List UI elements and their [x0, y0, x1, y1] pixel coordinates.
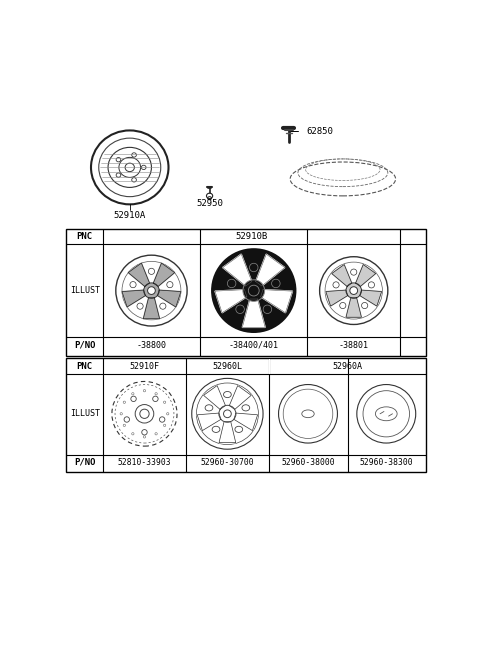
- Polygon shape: [234, 413, 258, 430]
- Ellipse shape: [368, 282, 374, 288]
- Ellipse shape: [148, 268, 155, 275]
- Polygon shape: [242, 299, 265, 327]
- Polygon shape: [215, 290, 247, 313]
- Text: PNC: PNC: [77, 361, 93, 371]
- Ellipse shape: [167, 282, 173, 288]
- Text: 52910A: 52910A: [114, 211, 146, 219]
- Ellipse shape: [263, 305, 272, 313]
- Polygon shape: [360, 290, 382, 306]
- Text: 52910F: 52910F: [130, 361, 159, 371]
- Polygon shape: [197, 413, 221, 430]
- Text: 52910B: 52910B: [236, 232, 268, 241]
- Text: 52810-33903: 52810-33903: [118, 458, 171, 467]
- Ellipse shape: [212, 249, 296, 332]
- Ellipse shape: [248, 285, 259, 296]
- Ellipse shape: [350, 269, 357, 275]
- Ellipse shape: [243, 280, 264, 302]
- Ellipse shape: [361, 302, 368, 309]
- Text: 52960-38000: 52960-38000: [281, 458, 335, 467]
- Bar: [66, 358, 426, 472]
- Ellipse shape: [228, 279, 236, 288]
- Polygon shape: [256, 254, 285, 286]
- Bar: [269, 359, 270, 374]
- Text: 52960A: 52960A: [332, 361, 362, 371]
- Polygon shape: [326, 290, 348, 306]
- Polygon shape: [229, 386, 251, 409]
- Ellipse shape: [236, 305, 244, 313]
- Polygon shape: [128, 263, 150, 286]
- Text: -38400/401: -38400/401: [229, 341, 279, 350]
- Text: -38801: -38801: [339, 341, 369, 350]
- Polygon shape: [346, 298, 361, 317]
- Polygon shape: [204, 386, 226, 409]
- Text: 52960-30700: 52960-30700: [201, 458, 254, 467]
- Text: ILLUST: ILLUST: [70, 409, 100, 419]
- Ellipse shape: [272, 279, 280, 288]
- Polygon shape: [153, 263, 175, 286]
- Polygon shape: [219, 422, 236, 443]
- Polygon shape: [261, 290, 292, 313]
- Ellipse shape: [346, 283, 361, 298]
- Ellipse shape: [144, 283, 159, 298]
- Ellipse shape: [160, 303, 166, 309]
- Polygon shape: [157, 290, 181, 307]
- Text: 52960L: 52960L: [212, 361, 242, 371]
- Polygon shape: [122, 290, 145, 307]
- Ellipse shape: [350, 286, 358, 294]
- Polygon shape: [144, 298, 159, 319]
- Text: 52950: 52950: [196, 199, 223, 208]
- Polygon shape: [356, 265, 376, 286]
- Text: ILLUST: ILLUST: [70, 286, 100, 295]
- Text: 62850: 62850: [306, 127, 333, 136]
- Ellipse shape: [137, 303, 143, 309]
- Text: PNC: PNC: [77, 232, 93, 241]
- Bar: [66, 229, 426, 356]
- Polygon shape: [332, 265, 352, 286]
- Ellipse shape: [250, 263, 258, 272]
- Polygon shape: [223, 254, 252, 286]
- Text: P/NO: P/NO: [74, 458, 96, 467]
- Ellipse shape: [130, 282, 136, 288]
- Ellipse shape: [147, 286, 156, 294]
- Text: 52960-38300: 52960-38300: [360, 458, 413, 467]
- Text: P/NO: P/NO: [74, 341, 96, 350]
- Text: -38800: -38800: [136, 341, 167, 350]
- Ellipse shape: [340, 302, 346, 309]
- Ellipse shape: [333, 282, 339, 288]
